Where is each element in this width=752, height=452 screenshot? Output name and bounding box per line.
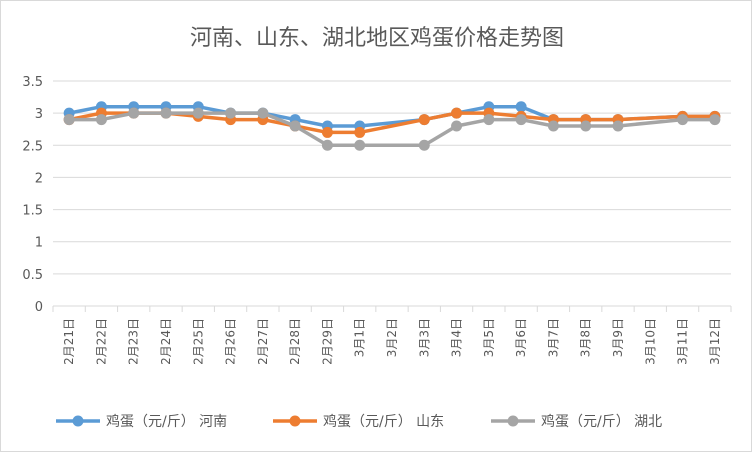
data-point [321, 126, 333, 138]
data-point [128, 107, 140, 119]
legend-item: 鸡蛋（元/斤） 山东 [273, 413, 444, 430]
x-tick-label: 3月6日 [514, 318, 528, 357]
data-point [354, 126, 366, 138]
data-point [225, 107, 237, 119]
y-tick-label: 1 [35, 236, 43, 251]
x-tick-label: 2月21日 [62, 318, 76, 365]
legend-label: 鸡蛋（元/斤） 湖北 [541, 413, 662, 430]
legend-item: 鸡蛋（元/斤） 河南 [56, 413, 227, 430]
y-axis-ticks: 0 0.5 1 1.5 2 2.5 3 3.5 [22, 75, 43, 315]
legend: 鸡蛋（元/斤） 河南 鸡蛋（元/斤） 山东 鸡蛋（元/斤） 湖北 [56, 413, 662, 430]
x-tick-label: 3月12日 [708, 318, 722, 365]
data-point [547, 120, 559, 132]
x-tick-label: 3月10日 [643, 318, 657, 365]
y-tick-label: 2 [35, 171, 43, 186]
data-point [354, 139, 366, 151]
y-tick-label: 1.5 [22, 204, 43, 219]
legend-swatch-marker [507, 415, 519, 427]
x-tick-label: 3月2日 [385, 318, 399, 357]
data-point [709, 114, 721, 126]
data-point [515, 101, 527, 113]
data-point [63, 114, 75, 126]
data-point [95, 114, 107, 126]
legend-label: 鸡蛋（元/斤） 山东 [323, 413, 444, 430]
data-point [451, 120, 463, 132]
data-point [612, 120, 624, 132]
x-tick-label: 2月25日 [191, 318, 205, 365]
x-tick-label: 3月1日 [353, 318, 367, 357]
legend-swatch-marker [72, 415, 84, 427]
data-point [483, 114, 495, 126]
legend-swatch-marker [289, 415, 301, 427]
x-tick-label: 3月5日 [482, 318, 496, 357]
data-point [321, 139, 333, 151]
y-tick-label: 0 [35, 300, 43, 315]
legend-item: 鸡蛋（元/斤） 湖北 [491, 413, 662, 430]
data-point [580, 120, 592, 132]
data-point [451, 107, 463, 119]
data-point [515, 114, 527, 126]
legend-label: 鸡蛋（元/斤） 河南 [106, 413, 227, 430]
data-point [257, 107, 269, 119]
series-3 [63, 107, 721, 151]
data-point [418, 139, 430, 151]
x-tick-label: 2月24日 [159, 318, 173, 365]
x-tick-label: 2月23日 [127, 318, 141, 365]
data-point [677, 114, 689, 126]
x-tick-label: 3月8日 [579, 318, 593, 357]
x-axis-ticks: 2月21日 2月22日 2月23日 2月24日 2月25日 2月26日 2月27日 2月28日… [62, 318, 722, 365]
series-lines [63, 101, 721, 151]
chart-title: 河南、山东、湖北地区鸡蛋价格走势图 [190, 26, 564, 51]
x-tick-label: 3月3日 [417, 318, 431, 357]
y-tick-label: 3 [35, 107, 43, 122]
x-tick-label: 2月27日 [256, 318, 270, 365]
x-tick-label: 3月11日 [676, 318, 690, 365]
data-point [160, 107, 172, 119]
x-tick-label: 2月28日 [288, 318, 302, 365]
data-point [289, 120, 301, 132]
data-point [192, 107, 204, 119]
x-tick-label: 2月29日 [320, 318, 334, 365]
x-tick-label: 3月9日 [611, 318, 625, 357]
data-point [418, 114, 430, 126]
x-tick-label: 2月26日 [224, 318, 238, 365]
x-tick-label: 3月4日 [450, 318, 464, 357]
gridlines [52, 80, 732, 312]
y-tick-label: 3.5 [22, 75, 43, 90]
y-tick-label: 2.5 [22, 139, 43, 154]
x-tick-label: 2月22日 [94, 318, 108, 365]
y-tick-label: 0.5 [22, 268, 43, 283]
x-tick-label: 3月7日 [546, 318, 560, 357]
